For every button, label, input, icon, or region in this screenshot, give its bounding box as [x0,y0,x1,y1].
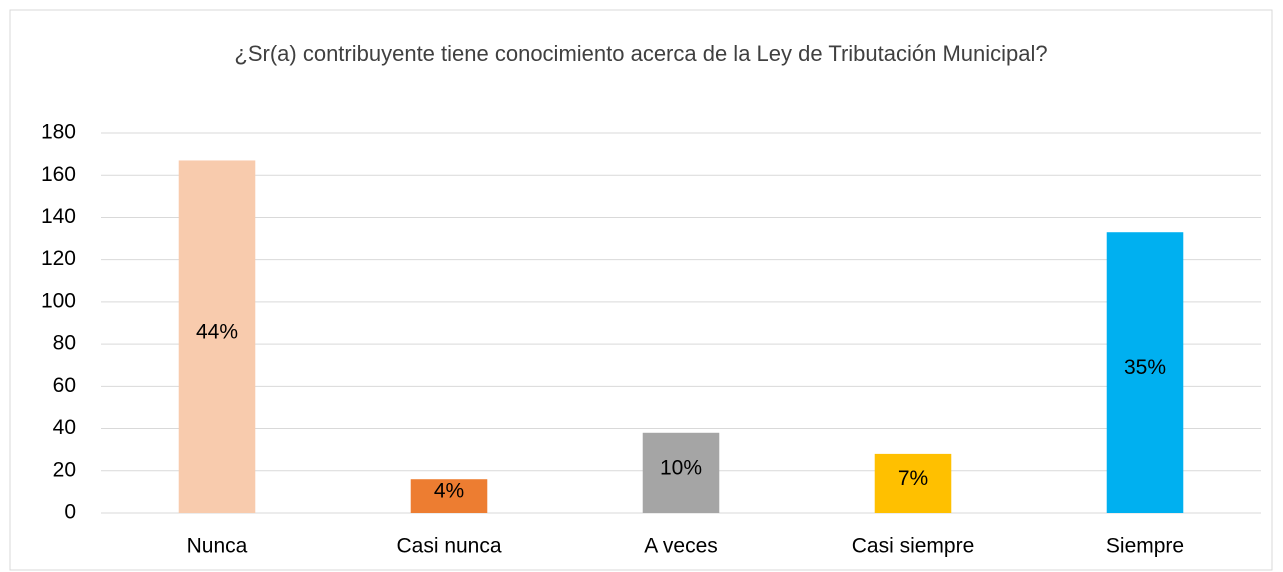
bar [178,160,256,513]
y-tick-label: 160 [41,163,76,186]
chart-title: ¿Sr(a) contribuyente tiene conocimiento … [234,41,1048,66]
y-tick-label: 100 [41,289,76,312]
x-tick-label: Casi nunca [396,535,501,558]
data-label: 10% [660,456,702,479]
data-label: 4% [434,480,464,503]
y-tick-label: 20 [53,458,76,481]
data-label: 35% [1124,356,1166,379]
x-tick-label: A veces [644,535,718,558]
y-tick-label: 120 [41,247,76,270]
y-tick-label: 40 [53,416,76,439]
data-label: 44% [196,320,238,343]
y-tick-label: 80 [53,332,76,355]
x-tick-label: Siempre [1106,535,1184,558]
chart-frame [9,9,1273,571]
x-tick-label: Nunca [187,535,248,558]
y-tick-label: 140 [41,205,76,228]
y-tick-label: 180 [41,121,76,144]
x-tick-label: Casi siempre [852,535,975,558]
data-label: 7% [898,467,928,490]
bar [1106,232,1184,513]
bar [874,453,952,513]
y-tick-label: 60 [53,374,76,397]
y-tick-label: 0 [64,501,76,524]
bar [410,479,488,513]
bar [642,432,720,513]
